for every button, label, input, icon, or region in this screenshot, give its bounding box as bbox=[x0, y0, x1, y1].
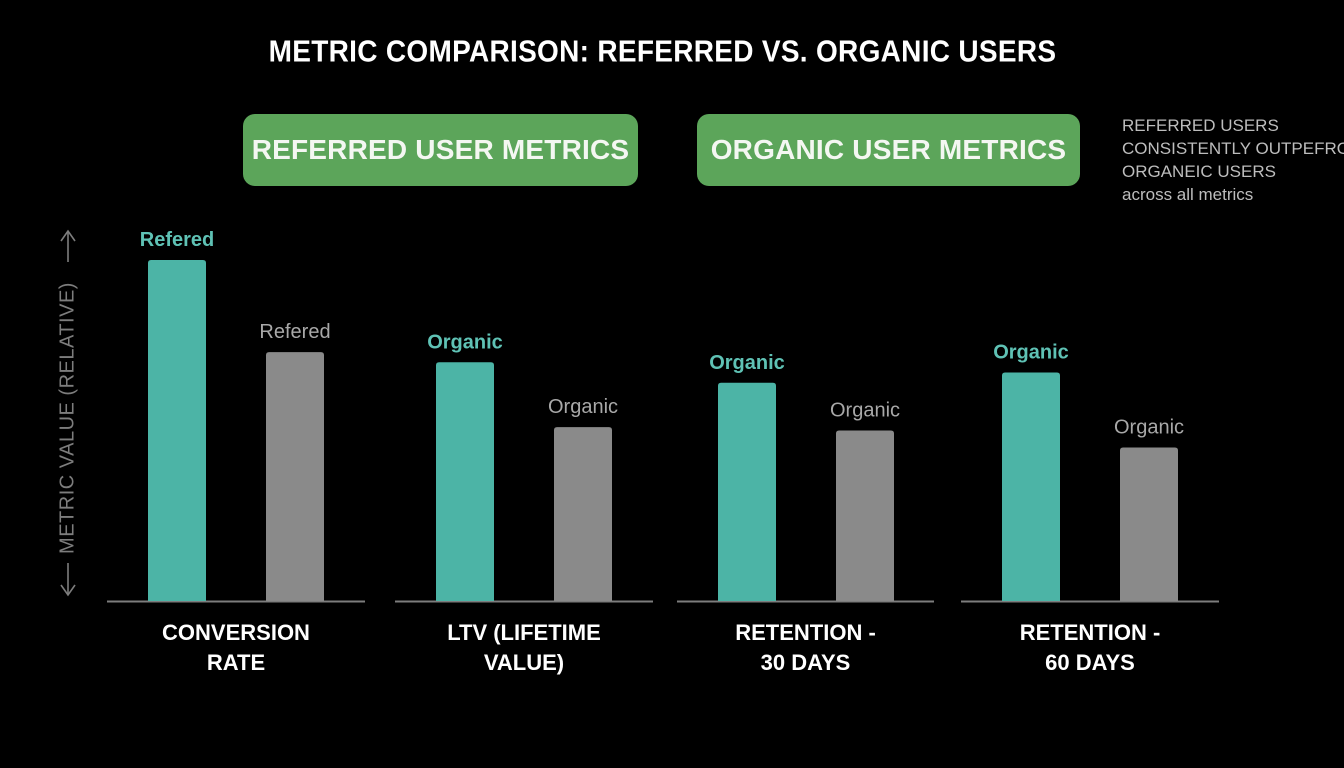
y-axis-arrow-down-head-icon bbox=[60, 584, 76, 597]
summary-note-line: CONSISTENTLY OUTPEFROM bbox=[1122, 139, 1344, 158]
category-label: RETENTION - bbox=[735, 620, 876, 645]
referred-metrics-pill: REFERRED USER METRICS bbox=[243, 114, 638, 186]
summary-note: REFERRED USERS CONSISTENTLY OUTPEFROM OR… bbox=[1122, 114, 1344, 206]
y-axis-arrow-up-head-icon bbox=[60, 229, 76, 242]
bar-data-label: Organic bbox=[709, 352, 785, 374]
chart-title: METRIC COMPARISON: REFERRED VS. ORGANIC … bbox=[268, 34, 1057, 69]
bar-data-label: Organic bbox=[830, 400, 900, 422]
category-label: CONVERSION bbox=[162, 620, 310, 645]
bar-data-label: Refered bbox=[140, 229, 214, 251]
bar-data-label: Organic bbox=[548, 396, 618, 418]
category-label: LTV (LIFETIME bbox=[447, 620, 601, 645]
summary-note-line: REFERRED USERS bbox=[1122, 116, 1279, 135]
organic-metrics-pill: ORGANIC USER METRICS bbox=[697, 114, 1080, 186]
bar-data-label: Organic bbox=[993, 342, 1069, 364]
organic-bar bbox=[266, 352, 324, 601]
category-label: RETENTION - bbox=[1020, 620, 1161, 645]
referred-bar bbox=[1002, 372, 1060, 601]
organic-bar bbox=[1120, 447, 1178, 601]
summary-note-line: across all metrics bbox=[1122, 185, 1254, 204]
referred-bar bbox=[436, 362, 494, 601]
bar-data-label: Refered bbox=[259, 321, 330, 343]
bar-data-label: Organic bbox=[1114, 417, 1184, 439]
organic-bar bbox=[554, 427, 612, 601]
organic-bar bbox=[836, 430, 894, 601]
summary-note-line: ORGANEIC USERS bbox=[1122, 162, 1276, 181]
category-label: VALUE) bbox=[484, 650, 564, 675]
referred-bar bbox=[718, 382, 776, 601]
category-label: RATE bbox=[207, 650, 265, 675]
bar-data-label: Organic bbox=[427, 331, 503, 353]
category-label: 30 DAYS bbox=[761, 650, 851, 675]
category-label: 60 DAYS bbox=[1045, 650, 1135, 675]
referred-bar bbox=[148, 260, 206, 601]
